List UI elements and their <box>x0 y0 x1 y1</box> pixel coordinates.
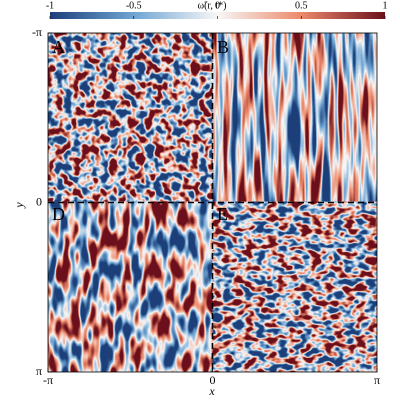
field-panel <box>212 33 377 202</box>
y-tick-label: 0 <box>36 194 42 208</box>
colorbar-tick-label: -0.5 <box>126 0 142 11</box>
field-panel <box>48 201 213 372</box>
colorbar-tick-label: -1 <box>46 0 54 11</box>
y-tick-label: π <box>36 364 42 378</box>
y-axis-label: y <box>12 202 26 209</box>
panel-label: E <box>217 204 228 224</box>
y-tick-label: -π <box>32 25 42 39</box>
panel-label: B <box>217 37 229 57</box>
colorbar <box>50 12 385 19</box>
x-tick-label: -π <box>43 373 53 387</box>
x-tick-label: 0 <box>210 373 216 387</box>
colorbar-label: ω̃(r, t*) <box>198 0 227 11</box>
field-panel <box>48 33 213 202</box>
x-axis-label: x <box>208 384 215 398</box>
colorbar-tick-label: 0.5 <box>295 0 308 11</box>
field-panel <box>212 201 377 372</box>
panel-label: A <box>52 37 65 57</box>
colorbar-tick-label: 1 <box>383 0 388 11</box>
colorbar-tick-label: 0 <box>215 0 220 11</box>
x-tick-label: π <box>374 373 380 387</box>
panel-label: D <box>52 204 65 224</box>
